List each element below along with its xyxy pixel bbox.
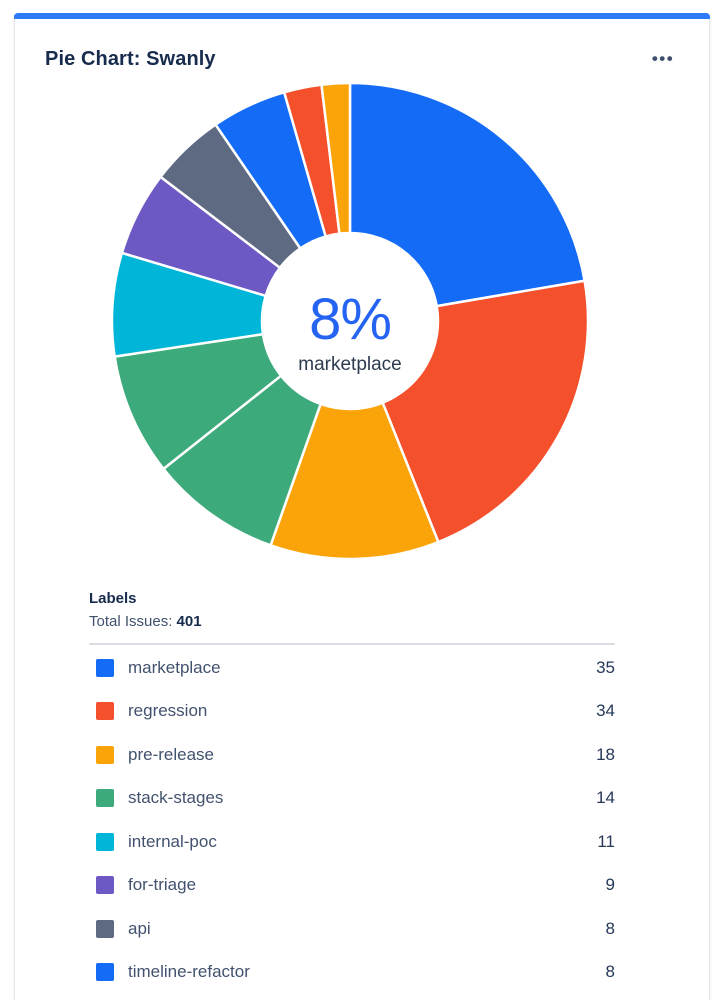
pie-segment-pre-release[interactable] <box>269 401 440 561</box>
pie-segment[interactable] <box>320 81 352 235</box>
pie-chart-card: Pie Chart: Swanly ••• 8% marketplace Lab… <box>14 13 710 1000</box>
legend-heading: Labels <box>89 590 137 607</box>
swatch-icon <box>96 919 114 938</box>
legend-row-api[interactable]: api 8 <box>89 907 615 951</box>
legend-row-label: regression <box>128 701 208 721</box>
legend-row-value: 35 <box>596 657 615 677</box>
legend-row-label: api <box>128 918 151 938</box>
legend-row-value: 8 <box>605 918 615 938</box>
ellipsis-icon: ••• <box>651 48 675 68</box>
legend-row-value: 14 <box>596 788 615 808</box>
legend-total: Total Issues: 401 <box>89 613 615 630</box>
legend-row-label: for-triage <box>128 875 197 895</box>
legend-row-label: timeline-refactor <box>128 962 250 982</box>
legend-row-label: stack-stages <box>128 788 224 808</box>
legend-row-label: pre-release <box>128 744 214 764</box>
swatch-icon <box>96 832 114 851</box>
legend-row-stack-stages[interactable]: stack-stages 14 <box>89 777 615 821</box>
swatch-icon <box>96 963 114 982</box>
legend-row-label: internal-poc <box>128 831 217 851</box>
swatch-icon <box>96 745 114 764</box>
legend-row-value: 8 <box>605 962 615 982</box>
legend-row-marketplace[interactable]: marketplace 35 <box>89 646 615 690</box>
legend-row-timeline-refactor[interactable]: timeline-refactor 8 <box>89 951 615 995</box>
total-issues-label: Total Issues: <box>89 613 173 630</box>
swatch-icon <box>96 789 114 808</box>
donut-chart <box>110 81 590 561</box>
legend-row-regression[interactable]: regression 34 <box>89 690 615 734</box>
swatch-icon <box>96 702 114 721</box>
legend-row-value: 9 <box>605 875 615 895</box>
total-issues-value: 401 <box>176 613 202 630</box>
legend-row-value: 18 <box>596 744 615 764</box>
legend-row-value: 11 <box>597 831 615 851</box>
legend-row-value: 34 <box>596 701 615 721</box>
legend: Labels Total Issues: 401 marketplace 35 … <box>89 590 615 994</box>
legend-rows: marketplace 35 regression 34 pre-release… <box>89 646 615 994</box>
legend-row-for-triage[interactable]: for-triage 9 <box>89 864 615 908</box>
legend-row-internal-poc[interactable]: internal-poc 11 <box>89 820 615 864</box>
card-accent-bar <box>14 13 710 19</box>
legend-row-pre-release[interactable]: pre-release 18 <box>89 733 615 777</box>
pie-segment-regression[interactable] <box>381 279 590 544</box>
card-menu-button[interactable]: ••• <box>645 44 681 72</box>
page-title: Pie Chart: Swanly <box>45 48 216 70</box>
swatch-icon <box>96 876 114 895</box>
legend-row-label: marketplace <box>128 657 221 677</box>
legend-divider <box>89 643 615 645</box>
pie-segment-marketplace[interactable] <box>348 81 586 308</box>
swatch-icon <box>96 658 114 677</box>
